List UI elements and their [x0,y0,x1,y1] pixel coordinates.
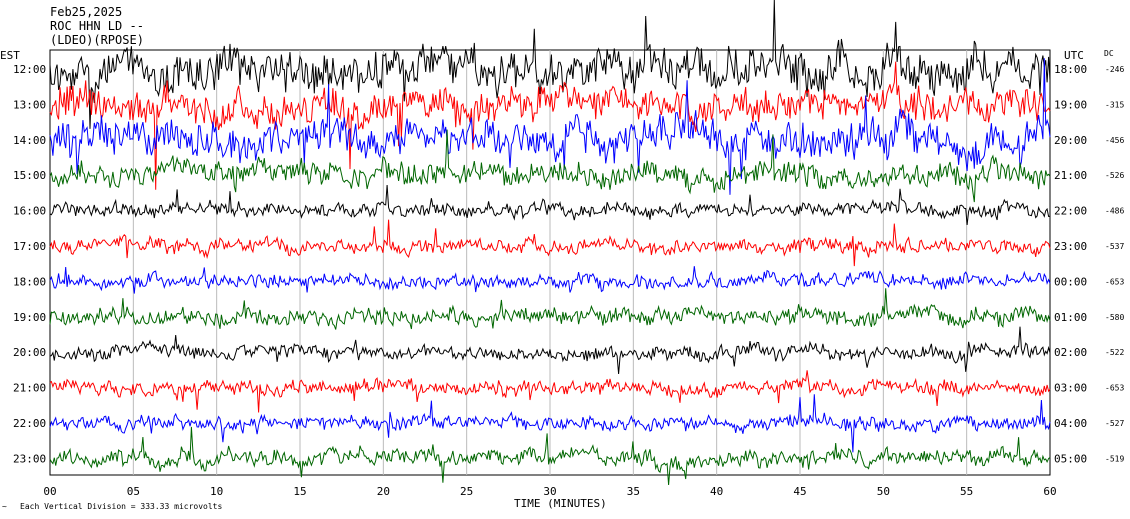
x-tick-label: 00 [43,485,56,498]
right-axis-title: UTC [1064,49,1084,62]
dc-offset-label: -246 [1105,65,1124,74]
trace-group [49,0,1051,486]
x-tick-label: 25 [460,485,473,498]
trace-line [49,219,1051,267]
x-tick-label: 15 [293,485,306,498]
est-hour-label: 21:00 [13,382,46,395]
x-tick-label: 45 [793,485,806,498]
est-hour-label: 23:00 [13,452,46,465]
trace-line [49,0,1051,129]
utc-hour-label: 19:00 [1054,98,1087,111]
dc-offset-label: -456 [1105,136,1124,145]
x-tick-label: 50 [877,485,890,498]
est-hour-label: 20:00 [13,346,46,359]
trace-line [49,370,1051,413]
dc-offset-label: -519 [1105,454,1124,463]
est-hour-label: 19:00 [13,311,46,324]
dc-offset-label: -653 [1105,277,1124,286]
trace-line [49,426,1051,486]
est-hour-label: 14:00 [13,134,46,147]
est-hour-label: 18:00 [13,275,46,288]
est-hour-label: 15:00 [13,169,46,182]
dc-offset-label: -315 [1105,100,1124,109]
trace-line [49,394,1051,453]
est-hour-label: 16:00 [13,205,46,218]
utc-hour-label: 22:00 [1054,205,1087,218]
left-axis-title: EST [0,49,20,62]
utc-hour-label: 21:00 [1054,169,1087,182]
trace-line [49,58,1051,195]
trace-line [49,266,1051,294]
x-tick-label: 40 [710,485,723,498]
utc-hour-label: 02:00 [1054,346,1087,359]
utc-hour-label: 01:00 [1054,311,1087,324]
est-hour-label: 22:00 [13,417,46,430]
est-hour-label: 12:00 [13,63,46,76]
x-tick-labels: 00 05 10 15 20 25 30 35 40 45 50 55 60 [43,485,1056,498]
trace-line [49,61,1051,190]
x-tick-label: 60 [1043,485,1056,498]
utc-hour-label: 23:00 [1054,240,1087,253]
x-tick-label: 35 [627,485,640,498]
utc-hour-label: 05:00 [1054,452,1087,465]
utc-hour-label: 00:00 [1054,275,1087,288]
x-tick-label: 05 [127,485,140,498]
x-tick-label: 30 [543,485,556,498]
trace-line [49,129,1051,203]
trace-line [49,288,1051,330]
dc-offset-label: -580 [1105,313,1124,322]
dc-offset-labels: -246 -315 -456 -526 -486 -537 -653 -580 -522 -653… [1105,65,1124,463]
x-tick-label: 55 [960,485,973,498]
utc-hour-label: 04:00 [1054,417,1087,430]
header-station: ROC HHN LD -- [50,19,144,33]
dc-offset-label: -522 [1105,348,1124,357]
dc-offset-label: -486 [1105,207,1124,216]
trace-line [49,184,1051,226]
est-hour-label: 17:00 [13,240,46,253]
x-tick-label: 10 [210,485,223,498]
utc-hour-labels: 18:00 19:00 20:00 21:00 22:00 23:00 00:00 01:00… [1054,63,1087,465]
header-date: Feb25,2025 [50,5,122,19]
x-axis-label: TIME (MINUTES) [514,497,607,510]
dc-offset-label: -653 [1105,384,1124,393]
scale-mark-icon: ~ [2,502,7,511]
x-tick-label: 20 [377,485,390,498]
est-hour-labels: 12:00 13:00 14:00 15:00 16:00 17:00 18:00 19:00… [13,63,46,465]
utc-hour-label: 18:00 [1054,63,1087,76]
header-network: (LDEO)(RPOSE) [50,33,144,47]
utc-hour-label: 03:00 [1054,382,1087,395]
footer-note: Each Vertical Division = 333.33 microvol… [20,502,222,511]
utc-hour-label: 20:00 [1054,134,1087,147]
dc-title: DC [1104,49,1114,58]
dc-offset-label: -526 [1105,171,1124,180]
dc-offset-label: -537 [1105,242,1124,251]
est-hour-label: 13:00 [13,98,46,111]
trace-line [49,326,1051,375]
dc-offset-label: -527 [1105,419,1124,428]
